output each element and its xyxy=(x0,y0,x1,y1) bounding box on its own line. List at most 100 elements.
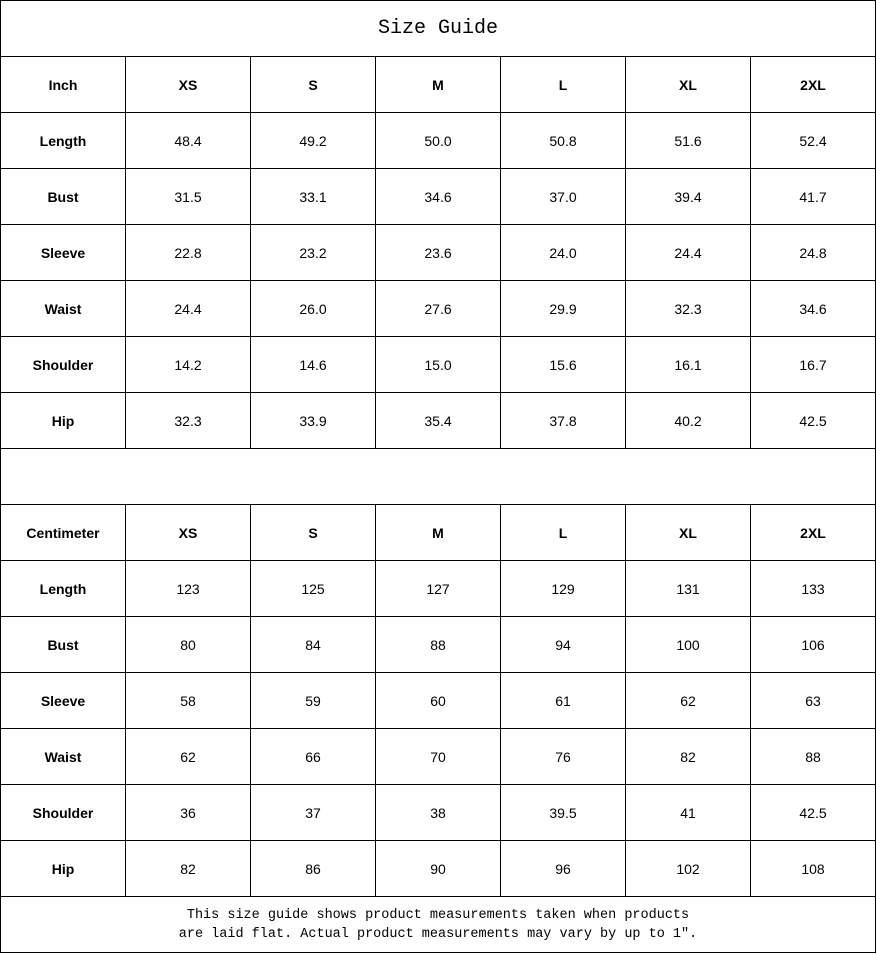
measurement-label: Bust xyxy=(0,168,126,225)
table-row: Length 48.4 49.2 50.0 50.8 51.6 52.4 xyxy=(0,112,876,169)
measurement-value: 15.0 xyxy=(375,336,501,393)
measurement-value: 22.8 xyxy=(125,224,251,281)
measurement-value: 27.6 xyxy=(375,280,501,337)
size-header: 2XL xyxy=(750,56,876,113)
measurement-label: Shoulder xyxy=(0,784,126,841)
measurement-value: 102 xyxy=(625,840,751,897)
measurement-value: 84 xyxy=(250,616,376,673)
measurement-value: 32.3 xyxy=(625,280,751,337)
measurement-value: 16.1 xyxy=(625,336,751,393)
footnote-line: are laid flat. Actual product measuremen… xyxy=(178,926,698,942)
header-row: Centimeter XS S M L XL 2XL xyxy=(0,504,876,561)
measurement-value: 80 xyxy=(125,616,251,673)
table-row: Hip 32.3 33.9 35.4 37.8 40.2 42.5 xyxy=(0,392,876,449)
size-header: XS xyxy=(125,56,251,113)
table-row: Waist 24.4 26.0 27.6 29.9 32.3 34.6 xyxy=(0,280,876,337)
measurement-value: 60 xyxy=(375,672,501,729)
measurement-value: 100 xyxy=(625,616,751,673)
unit-header: Inch xyxy=(0,56,126,113)
table-row: Sleeve 58 59 60 61 62 63 xyxy=(0,672,876,729)
measurement-value: 61 xyxy=(500,672,626,729)
table-row: Length 123 125 127 129 131 133 xyxy=(0,560,876,617)
measurement-value: 29.9 xyxy=(500,280,626,337)
spacer-cell xyxy=(0,448,876,505)
table-row: Bust 31.5 33.1 34.6 37.0 39.4 41.7 xyxy=(0,168,876,225)
measurement-value: 125 xyxy=(250,560,376,617)
measurement-value: 66 xyxy=(250,728,376,785)
table-row: Shoulder 14.2 14.6 15.0 15.6 16.1 16.7 xyxy=(0,336,876,393)
measurement-value: 123 xyxy=(125,560,251,617)
measurement-value: 24.4 xyxy=(625,224,751,281)
measurement-value: 90 xyxy=(375,840,501,897)
measurement-label: Sleeve xyxy=(0,672,126,729)
measurement-value: 49.2 xyxy=(250,112,376,169)
size-header: L xyxy=(500,504,626,561)
note-row: This size guide shows product measuremen… xyxy=(0,896,876,953)
measurement-label: Hip xyxy=(0,392,126,449)
measurement-label: Shoulder xyxy=(0,336,126,393)
measurement-value: 51.6 xyxy=(625,112,751,169)
measurement-value: 88 xyxy=(375,616,501,673)
measurement-value: 33.1 xyxy=(250,168,376,225)
measurement-label: Bust xyxy=(0,616,126,673)
measurement-value: 24.4 xyxy=(125,280,251,337)
measurement-value: 127 xyxy=(375,560,501,617)
measurement-value: 41 xyxy=(625,784,751,841)
measurement-value: 88 xyxy=(750,728,876,785)
measurement-value: 62 xyxy=(125,728,251,785)
measurement-value: 40.2 xyxy=(625,392,751,449)
measurement-value: 82 xyxy=(125,840,251,897)
size-header: M xyxy=(375,504,501,561)
measurement-value: 42.5 xyxy=(750,784,876,841)
measurement-value: 36 xyxy=(125,784,251,841)
footnote: This size guide shows product measuremen… xyxy=(0,896,876,953)
measurement-value: 133 xyxy=(750,560,876,617)
size-header: S xyxy=(250,504,376,561)
size-header: XL xyxy=(625,504,751,561)
measurement-value: 37 xyxy=(250,784,376,841)
measurement-value: 96 xyxy=(500,840,626,897)
measurement-value: 39.4 xyxy=(625,168,751,225)
measurement-label: Waist xyxy=(0,728,126,785)
footnote-line: This size guide shows product measuremen… xyxy=(186,907,690,923)
measurement-value: 23.6 xyxy=(375,224,501,281)
measurement-label: Sleeve xyxy=(0,224,126,281)
title-row: Size Guide xyxy=(0,0,876,57)
measurement-value: 37.0 xyxy=(500,168,626,225)
measurement-value: 48.4 xyxy=(125,112,251,169)
spacer-row xyxy=(0,448,876,505)
measurement-value: 23.2 xyxy=(250,224,376,281)
table-row: Waist 62 66 70 76 82 88 xyxy=(0,728,876,785)
measurement-value: 15.6 xyxy=(500,336,626,393)
measurement-label: Waist xyxy=(0,280,126,337)
measurement-label: Length xyxy=(0,560,126,617)
size-header: S xyxy=(250,56,376,113)
unit-header: Centimeter xyxy=(0,504,126,561)
measurement-value: 34.6 xyxy=(750,280,876,337)
measurement-label: Hip xyxy=(0,840,126,897)
measurement-value: 24.0 xyxy=(500,224,626,281)
measurement-value: 129 xyxy=(500,560,626,617)
measurement-value: 14.6 xyxy=(250,336,376,393)
measurement-value: 32.3 xyxy=(125,392,251,449)
measurement-value: 38 xyxy=(375,784,501,841)
measurement-value: 131 xyxy=(625,560,751,617)
measurement-value: 52.4 xyxy=(750,112,876,169)
table-row: Shoulder 36 37 38 39.5 41 42.5 xyxy=(0,784,876,841)
measurement-value: 59 xyxy=(250,672,376,729)
measurement-value: 35.4 xyxy=(375,392,501,449)
header-row: Inch XS S M L XL 2XL xyxy=(0,56,876,113)
table-row: Sleeve 22.8 23.2 23.6 24.0 24.4 24.8 xyxy=(0,224,876,281)
size-header: 2XL xyxy=(750,504,876,561)
measurement-value: 63 xyxy=(750,672,876,729)
measurement-value: 62 xyxy=(625,672,751,729)
table-row: Hip 82 86 90 96 102 108 xyxy=(0,840,876,897)
size-header: L xyxy=(500,56,626,113)
measurement-value: 39.5 xyxy=(500,784,626,841)
measurement-value: 94 xyxy=(500,616,626,673)
measurement-value: 82 xyxy=(625,728,751,785)
measurement-value: 50.0 xyxy=(375,112,501,169)
size-header: M xyxy=(375,56,501,113)
measurement-value: 14.2 xyxy=(125,336,251,393)
